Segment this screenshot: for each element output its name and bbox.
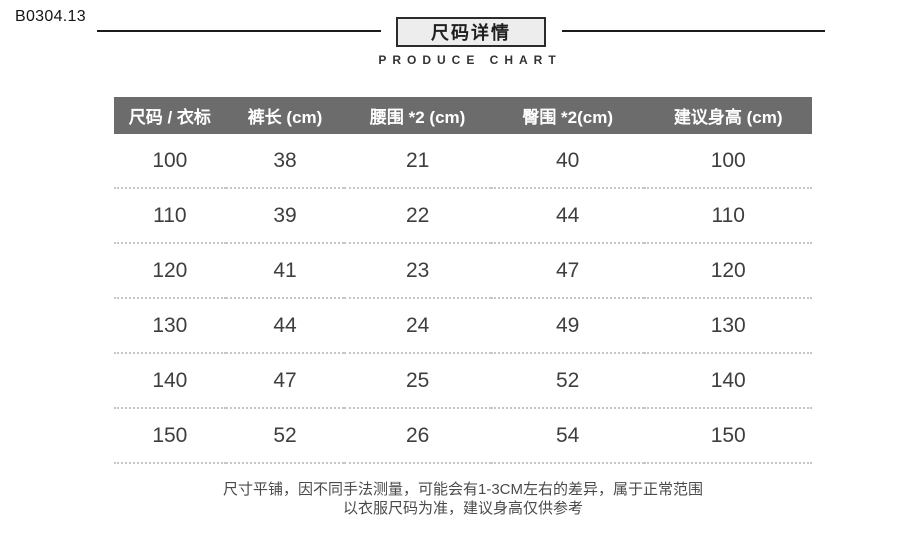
table-row: 120 41 23 47 120 bbox=[114, 243, 812, 299]
table-cell: 52 bbox=[490, 353, 645, 409]
column-header: 裤长 (cm) bbox=[225, 97, 345, 134]
table-cell: 130 bbox=[644, 298, 812, 354]
table-cell: 26 bbox=[344, 408, 491, 464]
table-cell: 140 bbox=[644, 353, 812, 409]
table-row: 150 52 26 54 150 bbox=[114, 408, 812, 464]
table-cell: 38 bbox=[225, 134, 345, 189]
measurement-notes: 尺寸平铺，因不同手法测量，可能会有1-3CM左右的差异，属于正常范围 以衣服尺码… bbox=[114, 480, 812, 518]
table-cell: 39 bbox=[225, 188, 345, 244]
table-row: 130 44 24 49 130 bbox=[114, 298, 812, 354]
table-cell: 44 bbox=[490, 188, 645, 244]
table-cell: 150 bbox=[644, 408, 812, 464]
size-table-header-row: 尺码 / 衣标 裤长 (cm) 腰围 *2 (cm) 臀围 *2(cm) 建议身高 (c… bbox=[114, 97, 812, 134]
table-cell: 49 bbox=[490, 298, 645, 354]
size-table-container: 尺码 / 衣标 裤长 (cm) 腰围 *2 (cm) 臀围 *2(cm) 建议身高 (c… bbox=[114, 97, 812, 464]
table-cell: 52 bbox=[225, 408, 345, 464]
column-header: 尺码 / 衣标 bbox=[114, 97, 226, 134]
table-cell: 140 bbox=[114, 353, 226, 409]
table-cell: 47 bbox=[490, 243, 645, 299]
column-header: 臀围 *2(cm) bbox=[490, 97, 645, 134]
table-cell: 25 bbox=[344, 353, 491, 409]
table-cell: 22 bbox=[344, 188, 491, 244]
table-cell: 100 bbox=[114, 134, 226, 189]
table-cell: 44 bbox=[225, 298, 345, 354]
table-cell: 40 bbox=[490, 134, 645, 189]
table-row: 140 47 25 52 140 bbox=[114, 353, 812, 409]
table-cell: 54 bbox=[490, 408, 645, 464]
page-subtitle: PRODUCE CHART bbox=[378, 53, 562, 67]
table-row: 110 39 22 44 110 bbox=[114, 188, 812, 244]
table-cell: 110 bbox=[644, 188, 812, 244]
size-table: 尺码 / 衣标 裤长 (cm) 腰围 *2 (cm) 臀围 *2(cm) 建议身高 (c… bbox=[114, 97, 812, 464]
table-cell: 120 bbox=[644, 243, 812, 299]
table-cell: 41 bbox=[225, 243, 345, 299]
table-cell: 21 bbox=[344, 134, 491, 189]
title-rule-left bbox=[97, 30, 381, 32]
table-cell: 100 bbox=[644, 134, 812, 189]
table-cell: 47 bbox=[225, 353, 345, 409]
column-header: 腰围 *2 (cm) bbox=[344, 97, 491, 134]
table-cell: 24 bbox=[344, 298, 491, 354]
table-cell: 150 bbox=[114, 408, 226, 464]
table-cell: 23 bbox=[344, 243, 491, 299]
size-table-body: 100 38 21 40 100 110 39 22 44 110 120 41 23 47 120 130 4… bbox=[114, 134, 812, 464]
table-cell: 130 bbox=[114, 298, 226, 354]
product-sku: B0304.13 bbox=[15, 8, 86, 25]
title-box: 尺码详情 bbox=[396, 17, 546, 47]
title-rule-right bbox=[562, 30, 825, 32]
column-header: 建议身高 (cm) bbox=[644, 97, 812, 134]
note-line-1: 尺寸平铺，因不同手法测量，可能会有1-3CM左右的差异，属于正常范围 bbox=[222, 481, 703, 498]
note-line-2: 以衣服尺码为准，建议身高仅供参考 bbox=[342, 500, 583, 517]
table-cell: 110 bbox=[114, 188, 226, 244]
table-row: 100 38 21 40 100 bbox=[114, 134, 812, 189]
table-cell: 120 bbox=[114, 243, 226, 299]
page-title: 尺码详情 bbox=[431, 23, 511, 43]
